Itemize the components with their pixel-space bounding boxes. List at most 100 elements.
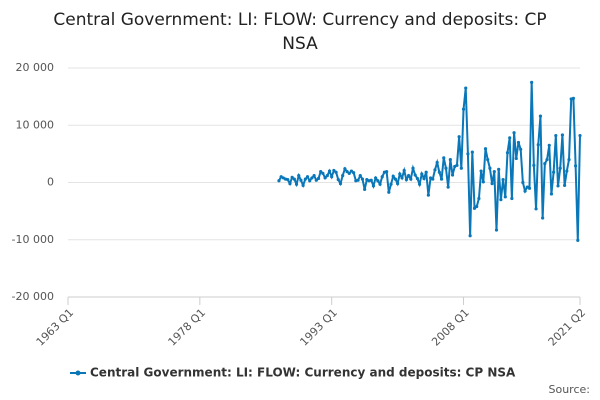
point bbox=[433, 168, 437, 172]
point bbox=[299, 178, 303, 182]
point bbox=[426, 193, 430, 197]
point bbox=[486, 158, 490, 162]
point bbox=[439, 177, 444, 181]
point bbox=[563, 183, 567, 187]
y-tick-label: 10 000 bbox=[16, 118, 55, 131]
point bbox=[455, 163, 459, 167]
point bbox=[565, 169, 569, 173]
point bbox=[446, 185, 450, 189]
point bbox=[450, 173, 455, 177]
point bbox=[413, 173, 417, 177]
point bbox=[514, 156, 518, 161]
point bbox=[459, 166, 463, 170]
point bbox=[409, 177, 413, 181]
point bbox=[578, 133, 582, 138]
point bbox=[527, 186, 532, 190]
point bbox=[492, 170, 496, 174]
point bbox=[303, 177, 307, 181]
point bbox=[560, 133, 565, 137]
point bbox=[396, 182, 400, 186]
point bbox=[505, 151, 510, 155]
point bbox=[448, 158, 452, 162]
point bbox=[519, 147, 523, 151]
point bbox=[343, 167, 347, 171]
point bbox=[545, 158, 549, 162]
point bbox=[534, 207, 538, 211]
point bbox=[472, 206, 477, 210]
point bbox=[358, 174, 362, 178]
point bbox=[286, 178, 290, 182]
point bbox=[332, 168, 336, 173]
point bbox=[417, 182, 422, 186]
point bbox=[393, 177, 398, 181]
point bbox=[391, 174, 395, 178]
point bbox=[549, 192, 554, 196]
point bbox=[512, 131, 516, 135]
point bbox=[424, 170, 428, 174]
point bbox=[541, 216, 545, 220]
point bbox=[415, 176, 419, 181]
point bbox=[431, 177, 435, 181]
point bbox=[442, 156, 446, 160]
point bbox=[574, 164, 578, 168]
point bbox=[402, 168, 406, 173]
point bbox=[380, 175, 384, 179]
point bbox=[374, 176, 378, 180]
point bbox=[387, 190, 391, 194]
x-tick-label: 1978 Q1 bbox=[166, 306, 209, 349]
point bbox=[552, 170, 556, 174]
point bbox=[538, 114, 543, 118]
point bbox=[294, 182, 299, 186]
point bbox=[398, 172, 402, 176]
point bbox=[470, 150, 474, 154]
point bbox=[371, 184, 376, 188]
point bbox=[385, 170, 389, 174]
point bbox=[330, 175, 334, 179]
point bbox=[411, 166, 415, 170]
point bbox=[301, 183, 305, 187]
point bbox=[376, 179, 380, 183]
point bbox=[576, 238, 580, 242]
y-tick-label: -10 000 bbox=[12, 233, 54, 246]
point bbox=[475, 204, 479, 209]
point bbox=[297, 174, 301, 178]
point bbox=[422, 176, 426, 181]
x-tick-label: 2021 Q2 bbox=[546, 306, 589, 349]
point bbox=[312, 174, 316, 178]
point bbox=[508, 136, 512, 140]
point bbox=[356, 178, 360, 182]
x-tick-label: 1963 Q1 bbox=[34, 306, 77, 349]
point bbox=[325, 174, 329, 178]
chart-title: Central Government: LI: FLOW: Currency a… bbox=[53, 10, 546, 54]
legend-label: Central Government: LI: FLOW: Currency a… bbox=[90, 366, 516, 380]
point bbox=[305, 175, 310, 179]
point bbox=[457, 135, 461, 139]
point bbox=[567, 158, 571, 162]
point bbox=[532, 163, 536, 167]
point bbox=[316, 176, 321, 181]
point bbox=[554, 133, 558, 138]
point bbox=[378, 182, 382, 186]
point bbox=[510, 196, 514, 201]
point bbox=[363, 187, 367, 191]
point bbox=[494, 228, 499, 232]
point bbox=[334, 170, 338, 174]
point bbox=[369, 178, 373, 182]
line bbox=[278, 82, 581, 241]
point bbox=[360, 177, 365, 181]
point bbox=[400, 176, 404, 180]
point bbox=[464, 86, 468, 90]
point bbox=[407, 174, 411, 178]
point bbox=[483, 147, 488, 151]
point bbox=[461, 107, 466, 111]
point bbox=[319, 170, 323, 174]
point bbox=[292, 177, 296, 181]
point bbox=[321, 171, 325, 175]
point bbox=[488, 166, 492, 170]
point bbox=[327, 169, 332, 173]
point bbox=[341, 174, 345, 178]
point bbox=[571, 96, 576, 100]
point bbox=[466, 152, 470, 156]
y-tick-label: -20 000 bbox=[12, 290, 54, 303]
